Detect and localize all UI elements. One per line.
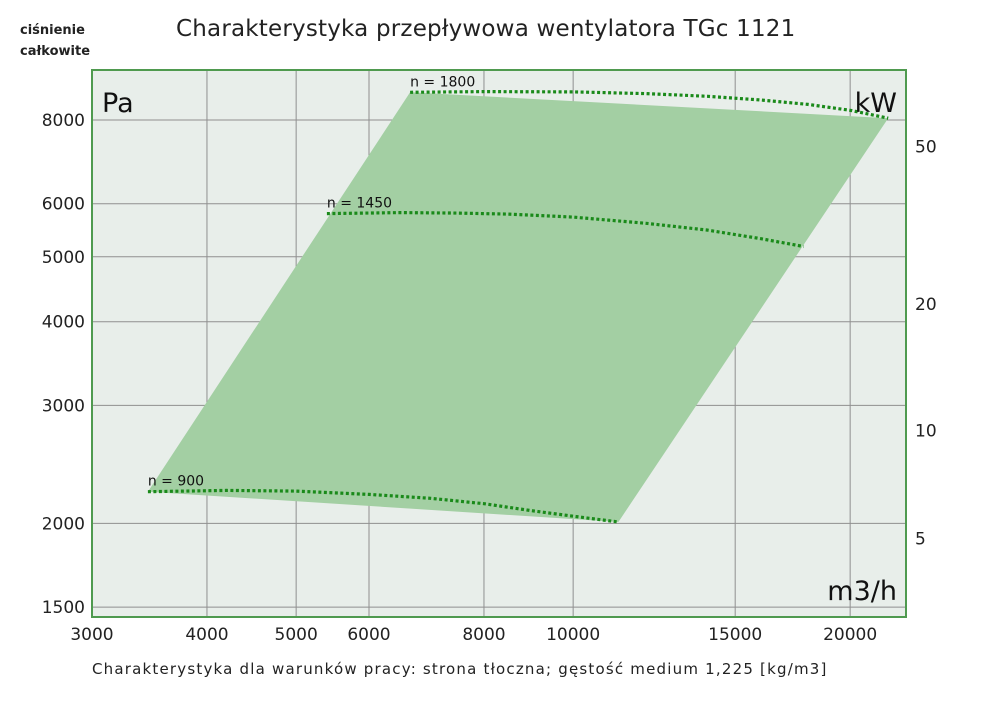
y-tick-label: 8000	[42, 111, 85, 131]
y-tick-labels: 1500 2000 3000 4000 5000 6000 8000	[42, 111, 85, 618]
y-tick-label: 4000	[42, 313, 85, 333]
x-tick-label: 8000	[462, 625, 505, 645]
x-tick-label: 10000	[546, 625, 600, 645]
x-tick-label: 15000	[708, 625, 762, 645]
footer-note: Charakterystyka dla warunków pracy: stro…	[92, 660, 828, 678]
x-unit-label: m3/h	[827, 576, 897, 607]
speed-curves: n = 900 n = 1450 n = 1800	[147, 74, 889, 524]
y2-tick-label: 5	[915, 529, 926, 549]
operating-area	[147, 92, 889, 523]
y2-tick-label: 50	[915, 138, 937, 158]
speed-curve-label: n = 1450	[327, 196, 392, 212]
y-unit-label: Pa	[102, 88, 134, 119]
x-tick-label: 6000	[347, 625, 390, 645]
y-tick-label: 3000	[42, 396, 85, 416]
chart-title: Charakterystyka przepływowa wentylatora …	[176, 16, 796, 42]
speed-curve	[147, 488, 619, 524]
y-axis-title: ciśnienie całkowite	[20, 23, 91, 59]
speed-curve-label: n = 1800	[410, 74, 475, 90]
x-tick-labels: 3000 4000 5000 6000 8000 10000 15000 20000	[70, 625, 877, 645]
y2-unit-label: kW	[855, 88, 897, 119]
speed-curve-label: n = 900	[148, 474, 204, 490]
y-tick-label: 2000	[42, 514, 85, 534]
speed-curve	[410, 89, 889, 120]
y-tick-label: 6000	[42, 195, 85, 215]
y-tick-label: 1500	[42, 598, 85, 618]
x-tick-label: 4000	[185, 625, 228, 645]
x-tick-label: 20000	[823, 625, 877, 645]
y2-tick-labels: 5 10 20 50	[915, 138, 937, 550]
x-tick-label: 5000	[275, 625, 318, 645]
y2-tick-label: 10	[915, 422, 937, 442]
y2-tick-label: 20	[915, 295, 937, 315]
plot-border	[91, 69, 907, 618]
y-tick-label: 5000	[42, 248, 85, 268]
x-tick-label: 3000	[70, 625, 113, 645]
